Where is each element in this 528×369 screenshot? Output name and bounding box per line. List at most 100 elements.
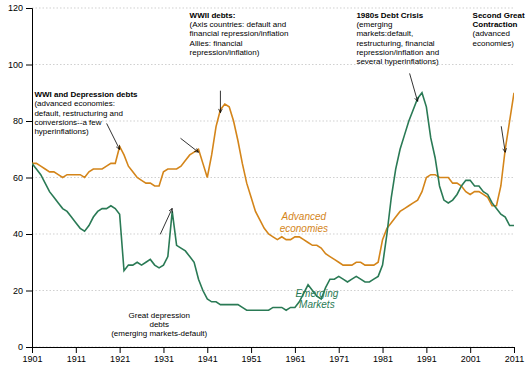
series-group (32, 93, 514, 311)
annotation-line: economies) (473, 39, 515, 48)
x-tick: 1991 (417, 347, 437, 364)
series-label-line: Markets (299, 299, 335, 310)
tick-label: 1941 (198, 354, 218, 364)
annotation-line: (Axis countries: default and (190, 20, 287, 29)
tick-label: 0 (18, 342, 23, 352)
y-tick: 20 (13, 286, 32, 296)
annotation-arrow (410, 73, 418, 101)
annotation-text: Second GreatContraction(advancedeconomie… (473, 11, 525, 48)
grid-line (32, 234, 514, 235)
tick-label: 120 (8, 3, 23, 13)
annotation-line: restructuring, financial (356, 39, 434, 48)
axis-line (26, 9, 33, 348)
plot: 1901 1911 1921 1931 1941 1951 1961 1971 1981 1991… (8, 3, 525, 364)
y-tick: 120 (8, 3, 32, 13)
tick-mark (26, 178, 32, 179)
chart: 1901 1911 1921 1931 1941 1951 1961 1971 1981 1991… (0, 0, 528, 369)
tick-label: 2001 (461, 354, 481, 364)
annotation-arrow (160, 208, 172, 234)
x-tick: 1921 (110, 347, 130, 364)
tick-mark (26, 347, 32, 348)
tick-label: 1931 (154, 354, 174, 364)
x-tick: 1951 (242, 347, 262, 364)
annotation-line: 1980s Debt Crisis (356, 11, 423, 20)
tick-label: 1971 (329, 354, 349, 364)
tick-mark (26, 121, 32, 122)
annotations: WWI and Depression debts(advanced econom… (34, 11, 524, 338)
tick-label: 100 (8, 60, 23, 70)
annotation-text: WWI and Depression debts(advanced econom… (34, 90, 138, 136)
x-tick: 1901 (22, 347, 42, 364)
tick-mark (26, 234, 32, 235)
annotation-line: repression/inflation) (190, 48, 260, 57)
annotation-line: Contraction (473, 20, 518, 29)
tick-label: 1921 (110, 354, 130, 364)
x-tick: 2011 (505, 347, 524, 364)
annotation-arrow (107, 123, 120, 149)
tick-label: 80 (13, 116, 23, 126)
annotation-line: Great depression (129, 311, 190, 320)
x-tick: 1941 (198, 347, 218, 364)
annotation-line: (emerging (356, 20, 392, 29)
grid-line (32, 121, 514, 122)
grid-line (32, 8, 514, 9)
annotation-line: repression/inflation and (356, 48, 439, 57)
annotation-line: conversions--a few (34, 118, 101, 127)
series-label-line: Emerging (295, 288, 338, 299)
annotation-line: (emerging markets-default) (111, 329, 207, 338)
x-tick: 1931 (154, 347, 174, 364)
series-label: EmergingMarkets (295, 288, 338, 311)
tick-label: 1911 (67, 354, 86, 364)
series-label: Advancedeconomies (280, 211, 328, 234)
tick-mark (163, 347, 164, 353)
y-tick: 60 (13, 173, 32, 183)
annotation-arrow (181, 138, 199, 152)
x-tick: 1911 (67, 347, 86, 364)
tick-mark (251, 347, 252, 353)
tick-label: 1981 (373, 354, 393, 364)
tick-mark (120, 347, 121, 353)
x-tick: 1961 (285, 347, 305, 364)
annotation-line: Allies: financial (190, 39, 243, 48)
annotation-line: Second Great (473, 11, 525, 20)
annotation-line: debts (149, 320, 169, 329)
tick-label: 1951 (242, 354, 262, 364)
tick-mark (26, 291, 32, 292)
y-tick: 100 (8, 60, 32, 70)
series-line (32, 93, 514, 265)
annotation-text: 1980s Debt Crisis(emergingmarkets:defaul… (356, 11, 439, 66)
tick-mark (339, 347, 340, 353)
series-label-line: economies (280, 223, 328, 234)
x-tick: 2001 (461, 347, 481, 364)
annotation-text: Great depressiondebts(emerging markets-d… (111, 311, 207, 338)
tick-label: 20 (13, 286, 23, 296)
tick-label: 40 (13, 229, 23, 239)
grid (32, 8, 514, 347)
annotation-arrow (501, 126, 505, 152)
tick-label: 2011 (505, 354, 524, 364)
annotation-line: default, restructuring and (34, 109, 123, 118)
x-tick: 1981 (373, 347, 393, 364)
y-tick: 80 (13, 116, 32, 126)
tick-mark (207, 347, 208, 353)
annotation-line: (advanced (473, 29, 510, 38)
tick-mark (470, 347, 471, 353)
grid-line (32, 290, 514, 291)
x-axis: 1901 1911 1921 1931 1941 1951 1961 1971 1981 1991… (22, 347, 524, 364)
axis-line (33, 348, 515, 354)
annotation-line: markets:default, (356, 29, 413, 38)
annotation-line: WWI and Depression debts (34, 90, 138, 99)
series-label-line: Advanced (281, 211, 327, 222)
tick-label: 60 (13, 173, 23, 183)
annotation-arrow (220, 91, 221, 113)
annotation-line: (advanced economies: (34, 99, 115, 108)
annotation-line: hyperinflations) (34, 127, 89, 136)
tick-mark (26, 65, 32, 66)
tick-label: 1991 (417, 354, 437, 364)
x-tick: 1971 (329, 347, 349, 364)
tick-mark (26, 8, 32, 9)
tick-label: 1961 (285, 354, 305, 364)
tick-mark (76, 347, 77, 353)
annotation-text: WWII debts:(Axis countries: default andf… (190, 11, 289, 57)
y-axis: 0 20 40 60 80 100 120 (8, 3, 33, 352)
